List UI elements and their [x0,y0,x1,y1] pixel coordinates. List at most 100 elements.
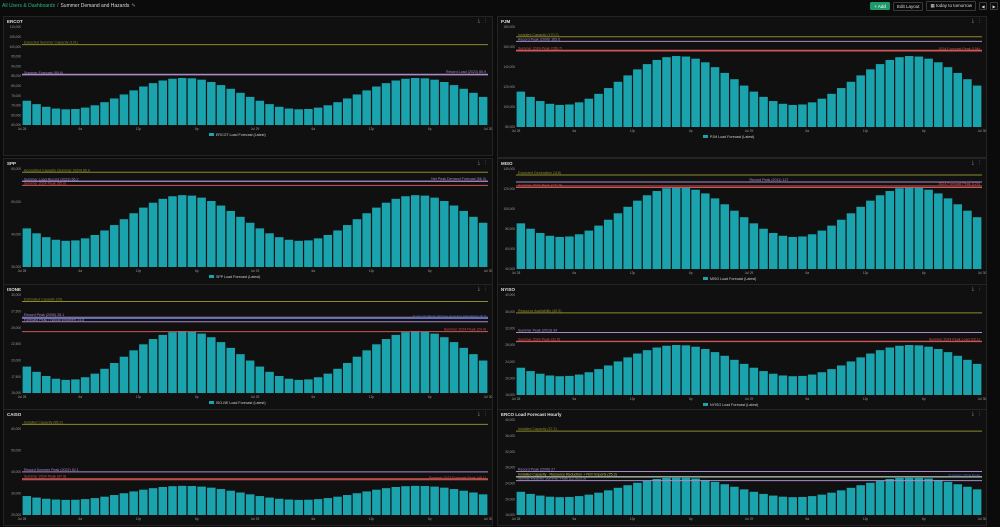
bar [391,198,401,267]
bar [603,490,613,515]
x-tick-label: Jul 30 [484,517,493,521]
bar [139,489,148,515]
bar [362,213,371,267]
more-menu-icon[interactable]: ⋮ [977,286,982,292]
bar [245,360,255,393]
reference-label: Expected Summer Capacity (101) [24,41,78,45]
bar [866,482,875,515]
bar [652,59,662,127]
more-menu-icon[interactable]: ⋮ [483,160,488,166]
bar [934,193,943,269]
bar [265,233,274,267]
y-tick-label: 80,000 [11,84,21,88]
bar [478,222,488,267]
bar [885,347,895,395]
bar [362,491,371,515]
bar [603,219,613,269]
x-tick-label: Jul 30 [978,517,987,521]
x-tick-label: 6a [78,517,82,521]
edit-layout-button[interactable]: Edit Layout [892,1,924,11]
bar [594,492,603,515]
bar [681,477,691,515]
bar [963,486,972,515]
bar [924,189,933,269]
bar [623,357,632,395]
bar [623,75,632,127]
bar [342,495,352,515]
bar [420,78,430,125]
more-menu-icon[interactable]: ⋮ [483,18,488,24]
legend-swatch [703,403,708,406]
chevron-right-icon[interactable]: ▶ [990,2,998,10]
y-tick-label: 32,000 [505,450,515,454]
bar [769,373,778,395]
bar [216,85,226,125]
more-menu-icon[interactable]: ⋮ [483,411,488,417]
x-tick-label: 6p [428,269,432,273]
more-menu-icon[interactable]: ⋮ [483,286,488,292]
bar [420,195,430,267]
bar [304,499,313,515]
bar [342,225,352,267]
chart-svg: 16,000 20,000 24,000 28,000 32,000 36,000 40,0… [505,293,986,407]
bar [177,77,187,125]
bar [536,232,545,269]
bar [545,235,555,269]
y-tick-label: 20,000 [11,513,21,517]
bar [449,85,459,125]
bar [32,233,41,267]
bar [61,499,70,515]
bar [265,371,274,393]
bar [100,496,109,515]
download-icon[interactable]: ⤓ [477,411,480,417]
bar [516,367,526,395]
more-menu-icon[interactable]: ⋮ [977,160,982,166]
bar [681,345,691,395]
edit-title-pencil-icon[interactable]: ✎ [131,3,136,9]
more-menu-icon[interactable]: ⋮ [977,18,982,24]
breadcrumb-root-link[interactable]: All Users & Dashboards [2,3,56,9]
y-tick-label: 120,000 [503,187,515,191]
bar [807,374,817,395]
download-icon[interactable]: ⤓ [971,286,974,292]
bar [148,339,158,393]
reference-label: Summer 2024 Peak (55.0) [24,181,66,185]
bar [662,477,671,515]
bar [953,484,962,515]
download-icon[interactable]: ⤓ [971,411,974,417]
bar [168,78,177,125]
x-tick-label: 6p [922,517,926,521]
chevron-left-icon[interactable]: ◀ [979,2,987,10]
x-tick-label: Jul 28 [18,127,27,131]
bar [236,354,245,393]
bar [749,223,759,269]
bar [410,195,420,267]
bar [440,487,449,515]
bar [924,346,933,395]
x-tick-label: Jul 29 [745,397,754,401]
bar [51,239,61,267]
bar [177,330,187,393]
bar [574,234,584,269]
bar [430,333,439,393]
bar [333,102,342,125]
download-icon[interactable]: ⤓ [477,286,480,292]
download-icon[interactable]: ⤓ [971,18,974,24]
bar [187,486,197,515]
date-range-selector[interactable]: ▦ today to tomorrow [926,1,976,11]
bar [972,85,982,127]
bar [216,205,226,267]
legend-swatch [209,401,214,404]
panel-actions: ⤓ ⋮ [478,286,488,292]
download-icon[interactable]: ⤓ [477,18,480,24]
panel-title: PJM [501,19,511,24]
download-icon[interactable]: ⤓ [477,160,480,166]
add-button[interactable]: + Add [870,2,890,10]
bar [71,379,80,393]
bar [574,102,584,127]
bar [61,109,70,125]
bar [197,197,206,267]
download-icon[interactable]: ⤓ [971,160,974,166]
more-menu-icon[interactable]: ⋮ [977,411,982,417]
panel-actions: ⤓ ⋮ [972,18,982,24]
